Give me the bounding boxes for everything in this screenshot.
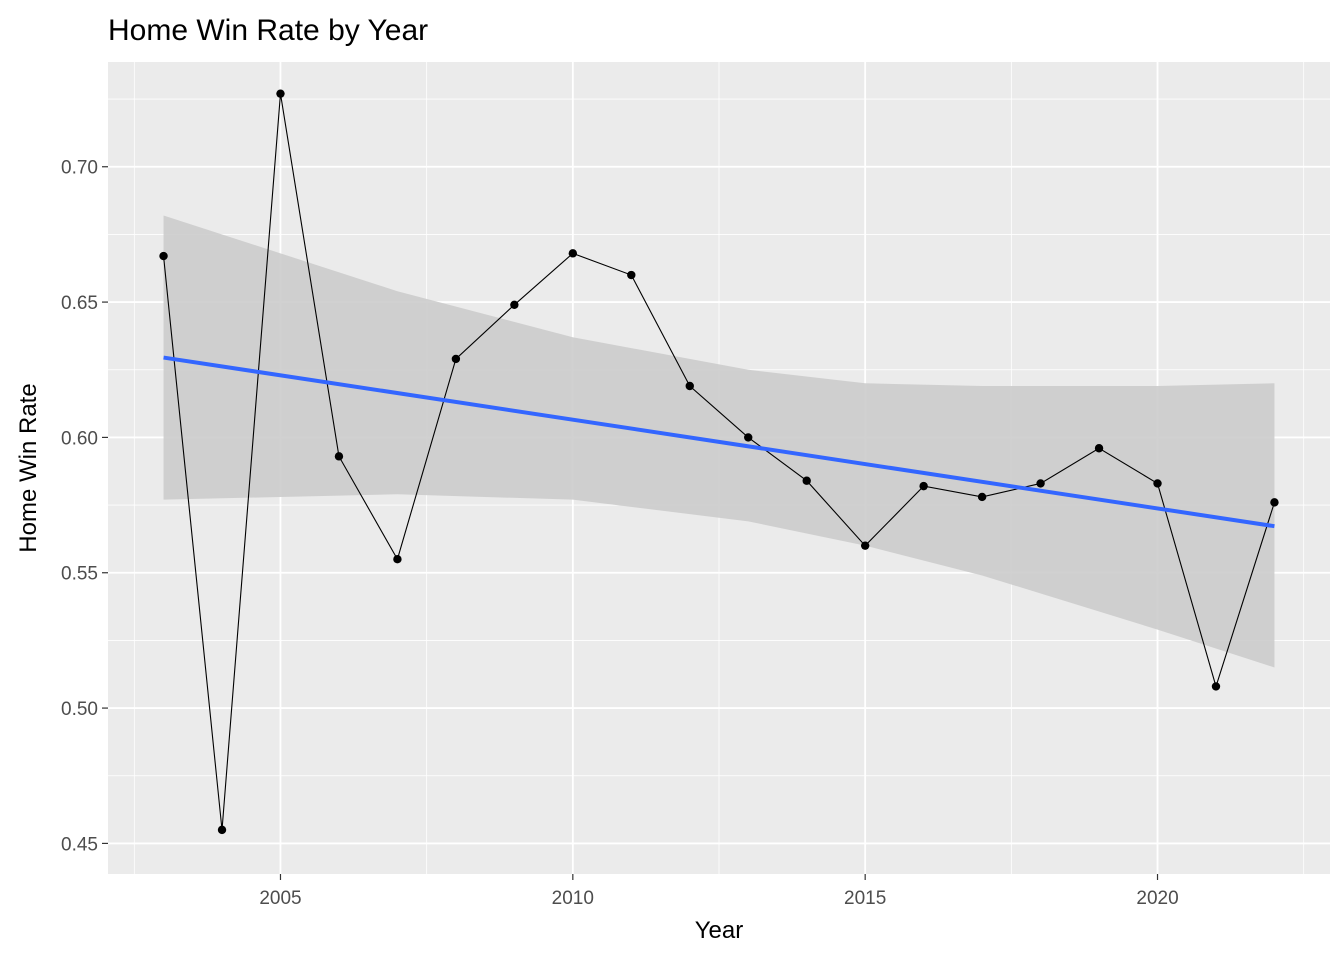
data-point bbox=[977, 492, 987, 502]
y-tick-label: 0.45 bbox=[61, 834, 98, 855]
data-point bbox=[1270, 498, 1279, 507]
data-point bbox=[744, 433, 753, 442]
data-point bbox=[627, 270, 636, 280]
y-tick-label: 0.55 bbox=[61, 564, 98, 585]
x-tick-label: 2015 bbox=[844, 888, 886, 909]
data-point bbox=[919, 481, 928, 491]
axis-ticks: 2005 2010 2015 2020 0.45 0.50 0.55 0.60 0.65 0.70 bbox=[61, 158, 1179, 909]
data-point bbox=[1094, 444, 1104, 453]
data-point bbox=[276, 89, 285, 98]
data-series bbox=[159, 89, 1279, 835]
data-point bbox=[451, 354, 461, 364]
data-point bbox=[860, 541, 870, 550]
x-tick-label: 2010 bbox=[552, 888, 594, 909]
data-point bbox=[802, 476, 811, 485]
trend-line-segment bbox=[163, 355, 1275, 529]
data-point bbox=[217, 825, 227, 835]
x-tick-label: 2020 bbox=[1136, 888, 1178, 909]
x-axis-title: Year bbox=[695, 917, 744, 944]
series-line bbox=[162, 93, 1275, 830]
y-tick-label: 0.65 bbox=[61, 293, 98, 314]
chart-title: Home Win Rate by Year bbox=[108, 14, 428, 47]
y-tick-label: 0.60 bbox=[61, 428, 98, 449]
y-tick-label: 0.50 bbox=[61, 699, 98, 720]
data-point bbox=[1036, 479, 1045, 488]
trend-line bbox=[163, 355, 1275, 529]
data-point bbox=[393, 555, 402, 564]
data-point bbox=[334, 452, 344, 461]
data-point bbox=[1153, 479, 1162, 488]
x-tick-label: 2005 bbox=[259, 888, 301, 909]
y-tick-label: 0.70 bbox=[61, 158, 98, 179]
y-axis-title: Home Win Rate bbox=[15, 383, 42, 552]
data-point bbox=[510, 300, 519, 309]
data-point bbox=[685, 381, 694, 391]
data-point bbox=[159, 251, 168, 261]
data-point bbox=[1211, 682, 1221, 691]
data-point bbox=[568, 249, 578, 258]
